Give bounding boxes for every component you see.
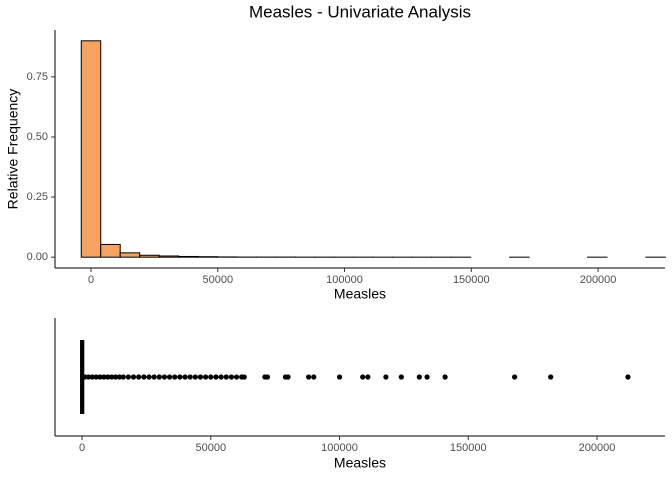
outlier (146, 374, 151, 379)
y-tick-label: 0.25 (27, 191, 48, 203)
x-tick-label: 50000 (202, 274, 233, 286)
outlier (424, 374, 429, 379)
bar (140, 255, 159, 257)
outlier (224, 374, 229, 379)
outlier (162, 374, 167, 379)
outlier (265, 374, 270, 379)
outlier (198, 374, 203, 379)
outlier (383, 374, 388, 379)
x-tick-label: 150000 (450, 442, 487, 454)
outlier (417, 374, 422, 379)
x-tick-label: 200000 (580, 274, 617, 286)
outlier (625, 374, 630, 379)
outlier (242, 374, 247, 379)
x-tick-label: 200000 (579, 442, 616, 454)
y-tick-label: 0.00 (27, 251, 48, 263)
outlier (365, 374, 370, 379)
outlier (177, 374, 182, 379)
outlier (136, 374, 141, 379)
outlier (229, 374, 234, 379)
outlier (213, 374, 218, 379)
outlier (141, 374, 146, 379)
outlier (152, 374, 157, 379)
x-tick-label: 0 (88, 274, 94, 286)
outlier (512, 374, 517, 379)
outlier (193, 374, 198, 379)
outlier (131, 374, 136, 379)
outlier (218, 374, 223, 379)
bar (120, 253, 139, 257)
outlier (285, 374, 290, 379)
x-tick-label: 0 (79, 442, 85, 454)
bar (101, 244, 120, 257)
outlier (208, 374, 213, 379)
chart-title: Measles - Univariate Analysis (249, 2, 471, 21)
bar (159, 256, 178, 257)
x-axis-title: Measles (334, 455, 386, 471)
outlier (188, 374, 193, 379)
x-tick-label: 100000 (326, 274, 363, 286)
outlier (121, 374, 126, 379)
x-tick-label: 100000 (321, 442, 358, 454)
y-tick-label: 0.50 (27, 131, 48, 143)
outlier (203, 374, 208, 379)
outlier (399, 374, 404, 379)
outlier (311, 374, 316, 379)
outlier (157, 374, 162, 379)
y-axis-title: Relative Frequency (5, 89, 21, 210)
outlier (234, 374, 239, 379)
x-axis-title: Measles (334, 286, 386, 302)
outlier (548, 374, 553, 379)
outlier (167, 374, 172, 379)
outlier (443, 374, 448, 379)
bar (81, 41, 100, 257)
outlier (126, 374, 131, 379)
bar (179, 256, 198, 257)
outlier (306, 374, 311, 379)
outlier (337, 374, 342, 379)
x-tick-label: 150000 (453, 274, 490, 286)
outlier (172, 374, 177, 379)
outlier (360, 374, 365, 379)
y-tick-label: 0.75 (27, 71, 48, 83)
x-tick-label: 50000 (195, 442, 226, 454)
outlier (182, 374, 187, 379)
